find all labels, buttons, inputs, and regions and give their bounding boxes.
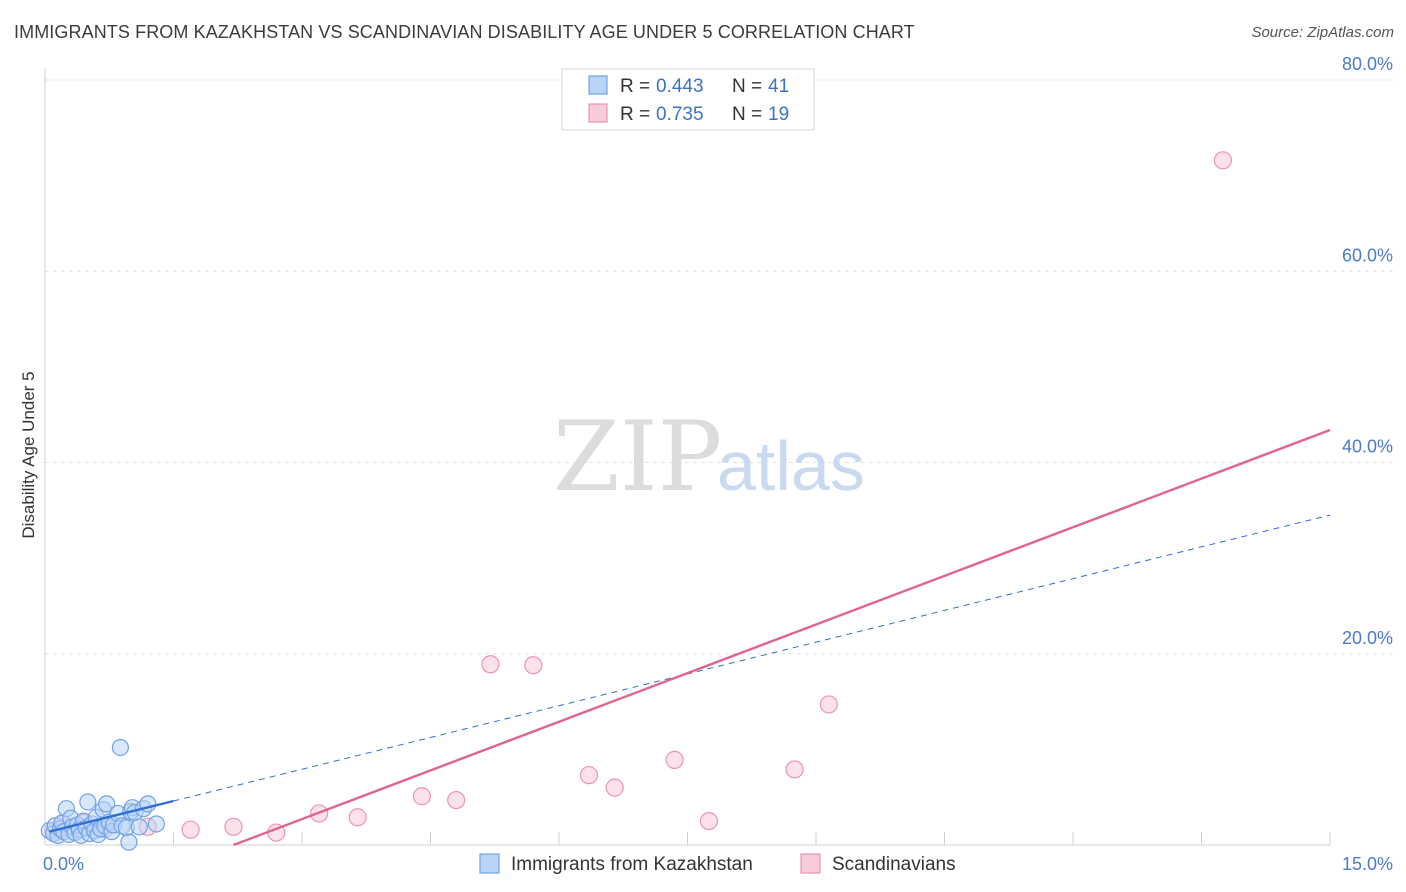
trend-line-blue-dashed <box>173 514 1331 802</box>
data-point-kazakhstan <box>98 795 116 813</box>
y-tick-label: 60.0% <box>1342 245 1393 265</box>
chart-title: IMMIGRANTS FROM KAZAKHSTAN VS SCANDINAVI… <box>14 22 915 42</box>
bottom-legend: Immigrants from Kazakhstan Scandinavians <box>479 853 956 875</box>
watermark-atlas: atlas <box>717 427 865 505</box>
data-point-kazakhstan <box>120 833 138 851</box>
data-point-scandinavians <box>481 655 500 674</box>
legend-swatch-blue <box>588 75 608 95</box>
bottom-legend-label-blue: Immigrants from Kazakhstan <box>511 854 753 875</box>
data-point-scandinavians <box>819 695 838 714</box>
legend-n-label-pink: N = <box>732 104 762 125</box>
trend-line-pink <box>233 428 1331 847</box>
data-point-scandinavians <box>224 817 243 836</box>
data-point-scandinavians <box>579 766 599 785</box>
x-tick-label: 15.0% <box>1342 854 1393 874</box>
data-point-scandinavians <box>181 820 200 839</box>
y-axis-label: Disability Age Under 5 <box>19 371 38 538</box>
data-point-kazakhstan <box>79 793 97 811</box>
legend-r-value-blue: 0.443 <box>656 76 704 97</box>
legend-r-label-blue: R = <box>620 76 650 97</box>
axis-layer: 20.0% 40.0% 60.0% 80.0% 0.0% 15.0% <box>43 54 1393 874</box>
data-point-scandinavians <box>665 750 684 769</box>
trend-line-blue-solid <box>48 799 174 833</box>
legend-n-label-blue: N = <box>732 76 762 97</box>
data-point-scandinavians <box>524 656 543 675</box>
bottom-legend-label-pink: Scandinavians <box>832 854 956 875</box>
grid-layer <box>45 79 1395 655</box>
bottom-legend-swatch-blue <box>479 853 500 874</box>
source-credit: Source: ZipAtlas.com <box>1251 24 1394 41</box>
legend-n-value-pink: 19 <box>768 104 789 125</box>
data-point-scandinavians <box>699 811 719 831</box>
legend-r-value-pink: 0.735 <box>656 104 704 125</box>
data-point-kazakhstan <box>111 738 129 757</box>
data-point-scandinavians <box>605 778 624 797</box>
legend-r-label-pink: R = <box>620 104 650 125</box>
trend-layer <box>48 428 1331 847</box>
legend-swatch-pink <box>588 103 608 123</box>
y-tick-label: 80.0% <box>1342 54 1393 74</box>
data-point-scandinavians <box>412 787 432 806</box>
data-point-kazakhstan <box>147 815 165 833</box>
data-point-kazakhstan <box>130 818 148 836</box>
y-tick-label: 40.0% <box>1342 437 1393 457</box>
data-point-scandinavians <box>447 790 466 810</box>
x-tick-label: 0.0% <box>43 854 84 874</box>
bottom-legend-swatch-pink <box>800 853 821 874</box>
watermark: ZIP atlas <box>553 401 865 513</box>
legend-n-value-blue: 41 <box>768 76 789 97</box>
data-point-scandinavians <box>348 808 367 827</box>
y-tick-label: 20.0% <box>1342 628 1393 648</box>
top-legend: R = 0.443 N = 41 R = 0.735 N = 19 <box>561 68 815 131</box>
data-point-scandinavians <box>785 760 804 779</box>
data-point-scandinavians <box>1213 151 1233 170</box>
watermark-zip: ZIP <box>553 401 722 513</box>
